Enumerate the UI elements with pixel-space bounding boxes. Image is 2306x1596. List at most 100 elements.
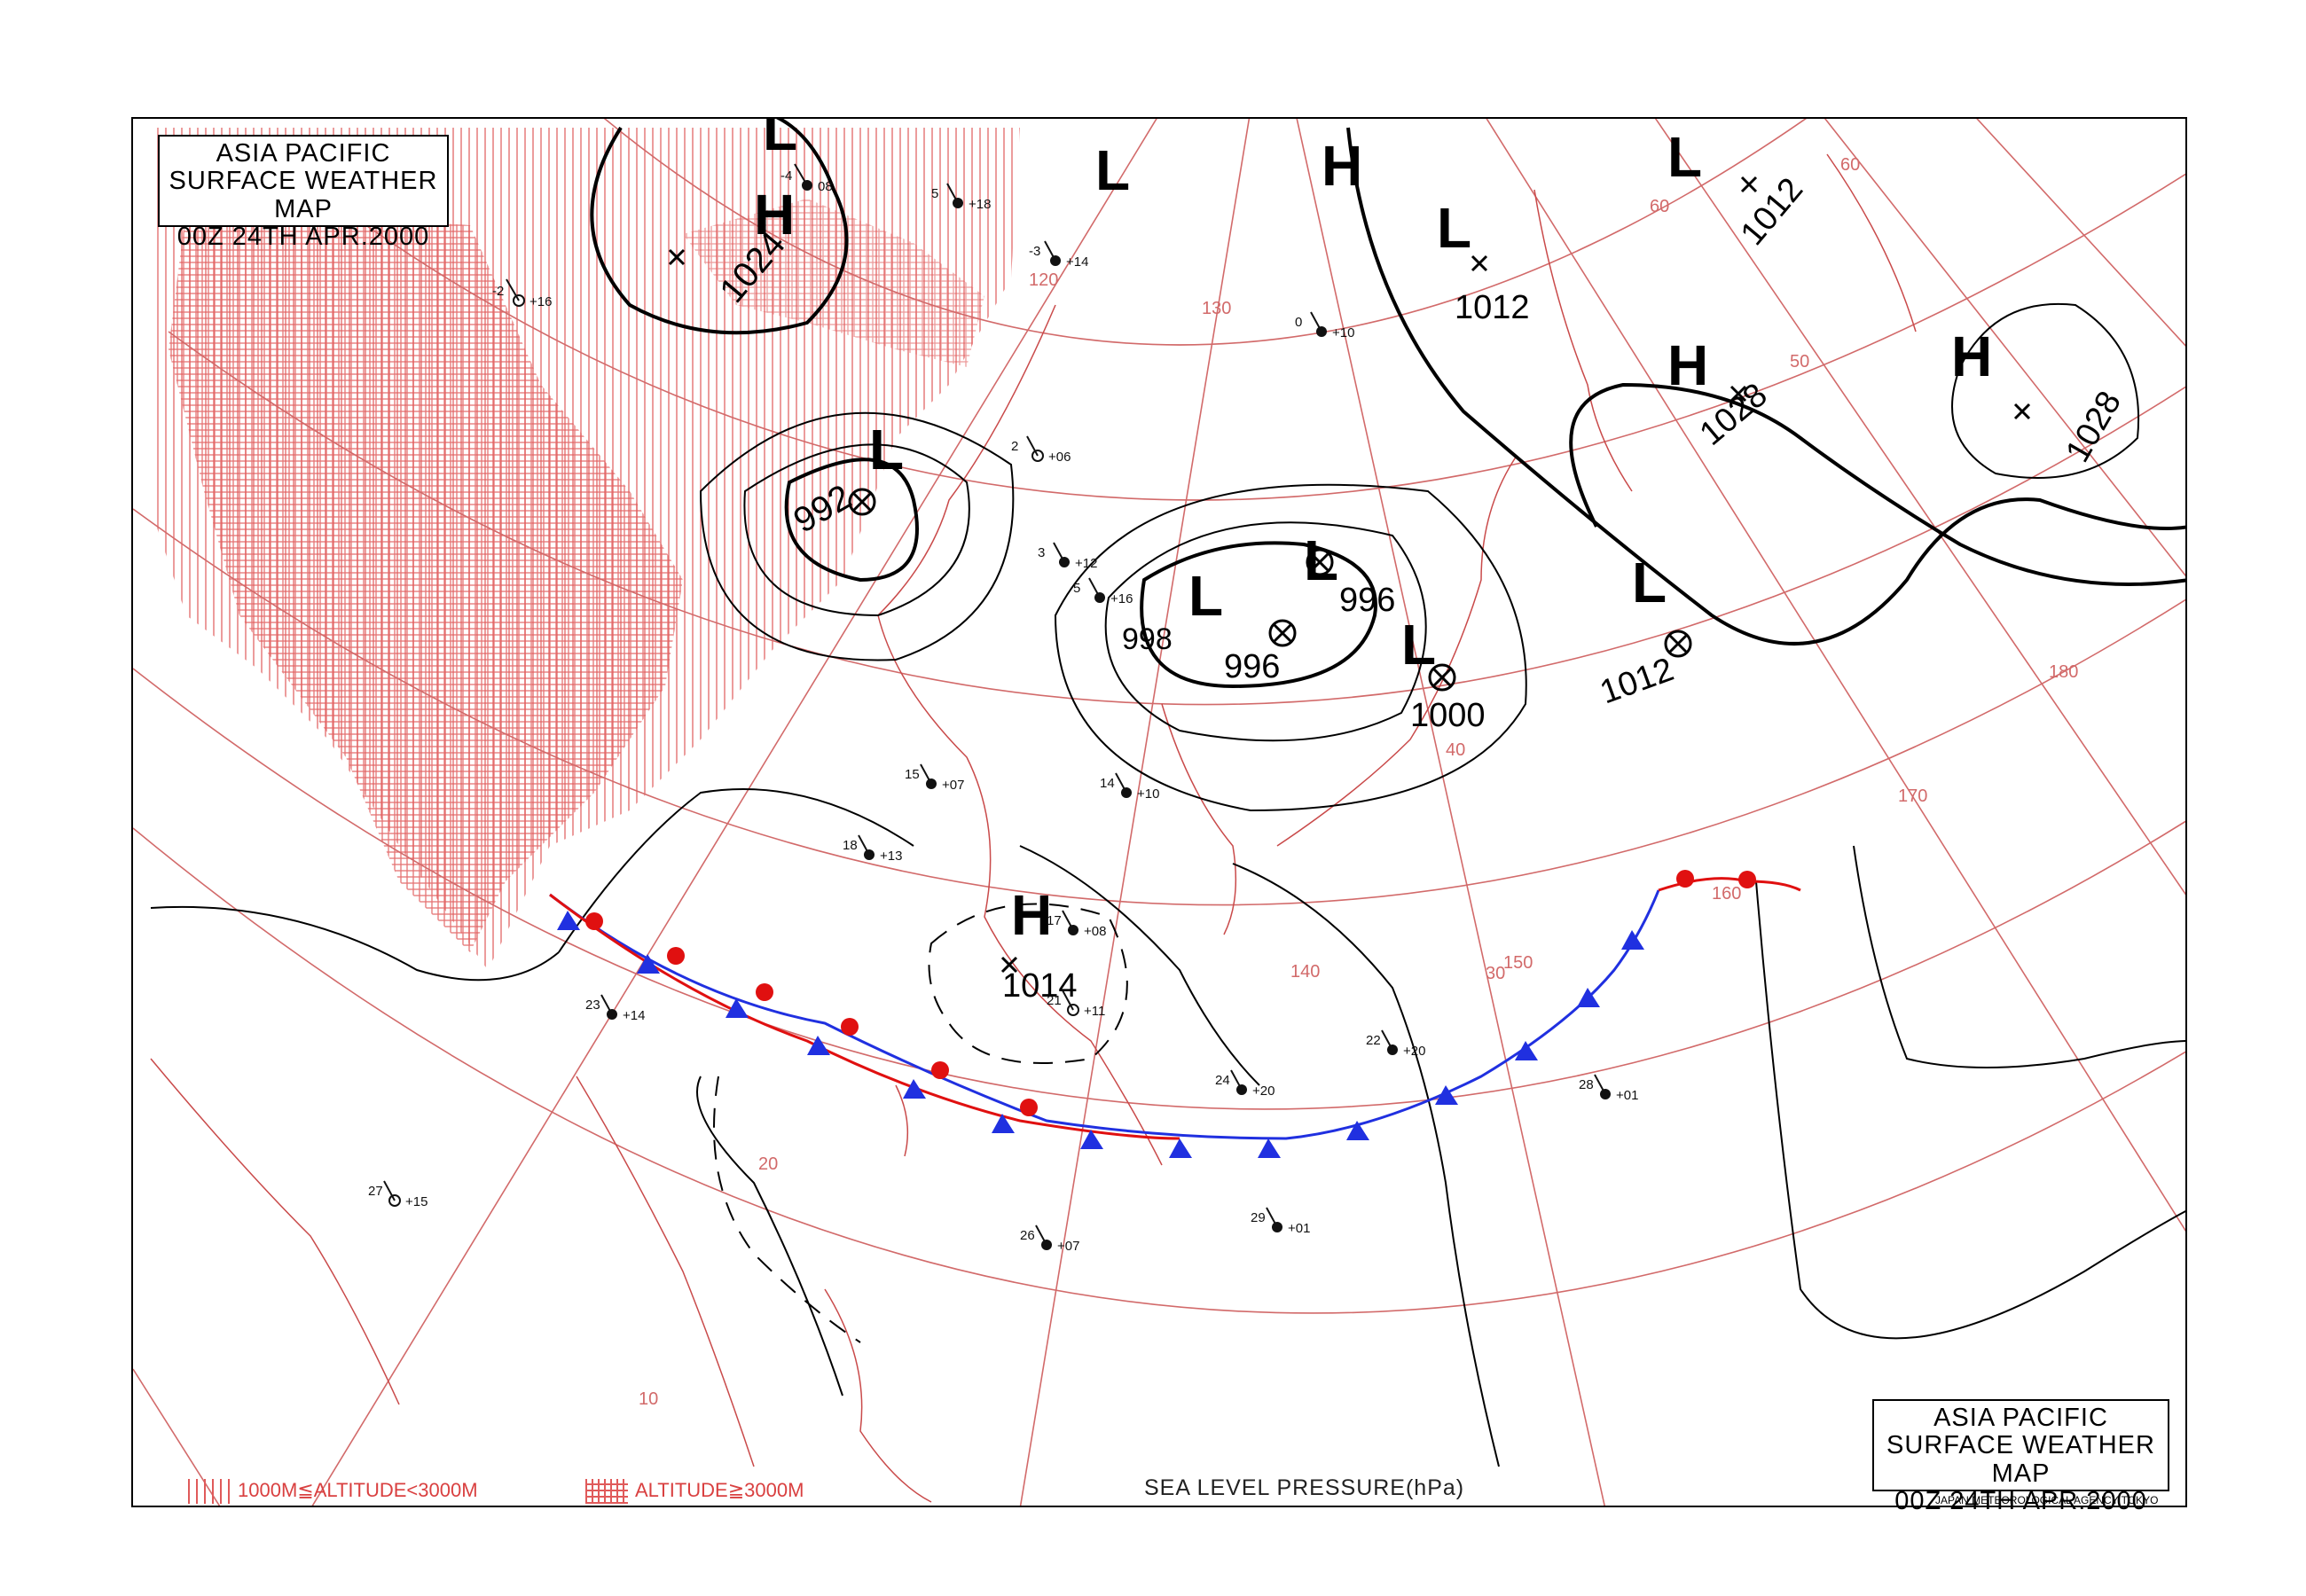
station-plot: 22 +20 (1366, 1029, 1425, 1059)
svg-text:+07: +07 (1057, 1239, 1079, 1254)
coast-kamchatka (1826, 153, 1917, 332)
station-plot: 17 +08 (1047, 910, 1106, 939)
lon-label-120: 120 (1029, 270, 1058, 290)
coast-japan (1276, 455, 1518, 847)
station-plot: -2 +16 (492, 278, 552, 309)
isobar-low-992 (784, 458, 919, 583)
station-plot: 5 +18 (931, 183, 991, 212)
lon-label-60: 60 (1840, 155, 1860, 175)
pressure-system-high-north: H (1322, 134, 1362, 198)
svg-text:14: 14 (1100, 776, 1115, 791)
station-plot: 5 +16 (1073, 577, 1133, 606)
pressure-system-low-1012-north: L 1012 (1437, 196, 1530, 326)
svg-text:23: 23 (585, 998, 600, 1013)
svg-text:+01: +01 (1616, 1088, 1638, 1103)
station-plot: 23 +14 (585, 994, 645, 1023)
system-letter: H (754, 183, 795, 246)
system-letter: H (1667, 333, 1708, 397)
lat-label-40: 40 (1446, 740, 1465, 760)
isobar-high-1024 (590, 119, 849, 335)
station-plot: 24 +20 (1215, 1069, 1275, 1099)
lon-label-150: 150 (1503, 953, 1533, 973)
lon-label-130: 130 (1202, 299, 1231, 318)
pressure-system-low-north-2: L (763, 119, 797, 162)
station-plot: 21 +11 (1047, 990, 1105, 1019)
isobar-south-dashed (713, 1076, 861, 1343)
agency-credit: JAPAN METEOROLOGICAL AGENCY TOKYO (1935, 1494, 2159, 1506)
legend-high-altitude-label: ALTITUDE≧3000M (635, 1479, 804, 1501)
pressure-system-low-1012-east: L 1012 (1596, 551, 1679, 711)
isobar-ring-3 (1104, 521, 1427, 742)
station-plot: 26 +07 (1020, 1224, 1079, 1254)
svg-text:-2: -2 (492, 284, 504, 299)
coast-philippines (824, 1288, 932, 1503)
svg-text:22: 22 (1366, 1033, 1381, 1048)
svg-text:+11: +11 (1084, 1004, 1105, 1019)
pressure-system-low-1012-ne: L 1012 (1667, 125, 1810, 253)
pressure-system-high-1014: H 1014 (1002, 883, 1078, 1005)
system-letter: L (1437, 196, 1471, 260)
svg-text:+10: +10 (1137, 786, 1159, 802)
system-value: 1028 (2059, 385, 2129, 468)
lat-label-60: 60 (1650, 197, 1669, 216)
map-title-line-2: SURFACE WEATHER MAP (169, 167, 438, 223)
svg-text:+14: +14 (623, 1008, 645, 1023)
svg-text:+13: +13 (880, 849, 902, 864)
terrain-high-altitude-north (683, 199, 984, 367)
graticule-labels: 120 130 140 150 160 170 180 60 10 20 30 … (639, 155, 2078, 1409)
system-letter: L (763, 119, 797, 162)
svg-text:+01: +01 (1288, 1221, 1310, 1236)
coast-east-asia (877, 304, 1163, 1166)
system-letter: L (1095, 138, 1130, 202)
isobar-1012 (1346, 127, 2185, 645)
coast-indochina (576, 1076, 755, 1467)
pressure-system-low-1000: L 1000 (1401, 613, 1486, 734)
svg-text:27: 27 (368, 1184, 383, 1199)
svg-text:+16: +16 (529, 294, 552, 309)
svg-text:+06: +06 (1048, 450, 1071, 465)
front-symbols (557, 870, 1756, 1158)
pressure-system-low-north-1: L (1095, 138, 1130, 202)
isobar-ring-4 (1054, 483, 1527, 812)
svg-text:+20: +20 (1252, 1084, 1275, 1099)
svg-text:+08: +08 (1084, 924, 1106, 939)
isobar-high-1014 (928, 903, 1128, 1064)
station-plot: 2 +06 (1011, 435, 1071, 465)
station-plot: 15 +07 (905, 763, 964, 793)
station-plot: -3 +14 (1029, 240, 1088, 270)
svg-text:-4: -4 (780, 168, 792, 184)
svg-text:0: 0 (1295, 315, 1302, 330)
svg-text:+12: +12 (1075, 556, 1097, 571)
coast-sakhalin (1533, 189, 1633, 492)
graticule-layer (133, 119, 2185, 1506)
system-letter: L (1401, 613, 1436, 677)
svg-text:15: 15 (905, 767, 920, 782)
svg-text:5: 5 (1073, 581, 1080, 596)
system-letter: H (1011, 883, 1052, 947)
station-plot: 3 +12 (1038, 542, 1097, 571)
legend-high-altitude: ALTITUDE≧3000M (585, 1479, 804, 1505)
map-title-box-top: ASIA PACIFIC SURFACE WEATHER MAP 00Z 24T… (158, 135, 449, 251)
isobar-ring-2 (699, 411, 1015, 661)
isobar-south-2 (558, 788, 914, 953)
station-plot: 14 +10 (1100, 772, 1159, 802)
svg-text:+15: +15 (405, 1194, 427, 1209)
legend-mid-altitude: 1000M≦ALTITUDE<3000M (188, 1479, 478, 1505)
warm-front-semicircles (585, 870, 1756, 1116)
svg-text:24: 24 (1215, 1073, 1230, 1088)
system-value: 1000 (1410, 697, 1486, 734)
coast-taiwan (895, 1084, 909, 1157)
svg-text:+14: +14 (1066, 254, 1088, 270)
lon-label-160: 160 (1712, 884, 1741, 904)
terrain-high-altitude (169, 207, 683, 952)
lon-label-170: 170 (1898, 786, 1927, 806)
isobar-north-east (1569, 382, 2185, 586)
isobar-high-1028 (1951, 302, 2140, 479)
station-plot: 28 +01 (1579, 1074, 1638, 1103)
system-value: 1012 (1596, 651, 1679, 711)
lat-label-20: 20 (758, 1154, 778, 1174)
station-plot: 18 +13 (843, 834, 902, 864)
lon-label-180: 180 (2049, 662, 2078, 682)
station-plot-layer: -4 08 -2 +16 5 +18 -3 +14 0 +10 2 +06 3 +12 5 +1… (368, 163, 1638, 1254)
system-value: 1012 (1734, 171, 1811, 253)
